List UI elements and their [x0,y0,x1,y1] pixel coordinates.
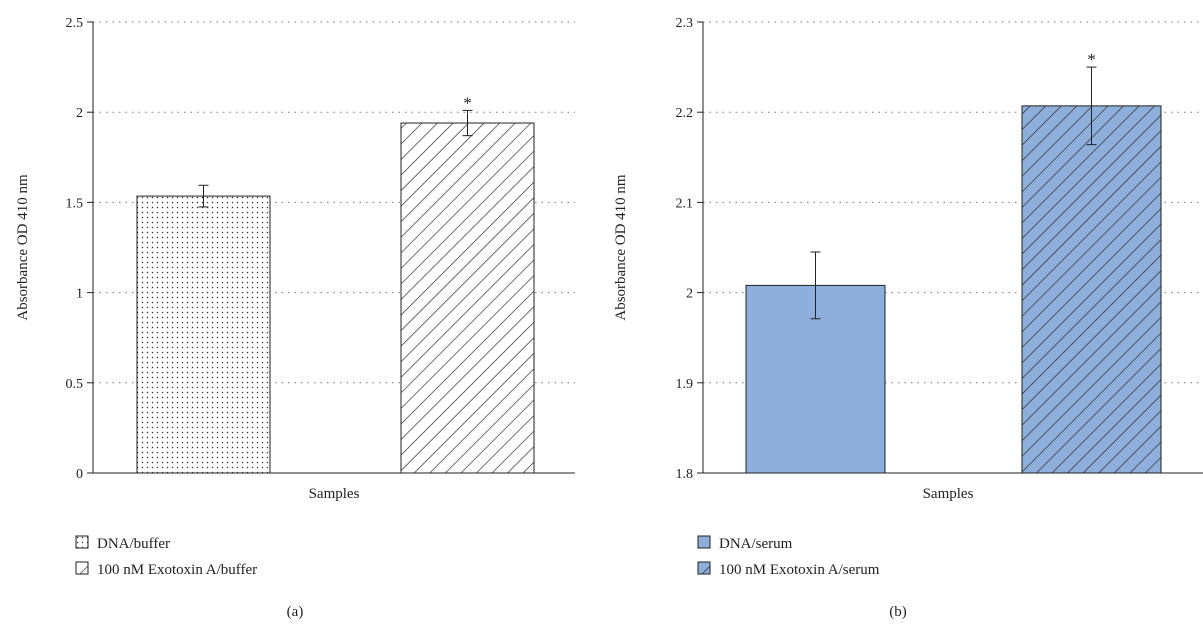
panel-a-y-tick-label: 1.5 [66,196,84,211]
panel-a-chart: 0 0.5 1 1.5 2 2.5 * Absorbance OD 410 nm Samples… [15,16,575,620]
panel-a-legend-label-2: 100 nM Exotoxin A/buffer [97,562,257,578]
panel-b-y-tick-label: 2.3 [676,16,694,31]
panel-b-y-tick-label: 2.1 [676,196,694,211]
panel-a-y-tick-label: 0.5 [66,377,84,392]
panel-a-bar-2 [400,122,535,474]
panel-a-legend-swatch-1 [75,535,89,549]
panel-b-x-axis-label: Samples [923,486,974,502]
panel-a-legend-label-1: DNA/buffer [97,536,170,552]
panel-a-y-tick-label: 0 [76,467,83,482]
panel-b-legend-swatch-2 [697,561,711,575]
panel-b-legend-label-2: 100 nM Exotoxin A/serum [719,562,880,578]
panel-a-y-axis-label: Absorbance OD 410 nm [15,174,31,321]
panel-a-y-tick-label: 2 [76,106,83,121]
panel-a-bar-1 [136,195,271,474]
panel-a-y-tick-label: 1 [76,287,83,302]
panel-a-significance-marker: * [463,93,472,112]
panel-a-y-tick-label: 2.5 [66,16,84,31]
panel-b-y-tick-label: 2 [686,287,693,302]
panel-b-y-tick-label: 1.8 [676,467,694,482]
panel-b-chart: 1.8 1.9 2 2.1 2.2 2.3 * Absorbance OD 410 nm Sam… [613,16,1203,620]
panel-b-y-tick-label: 2.2 [676,106,694,121]
panel-b-legend-label-1: DNA/serum [719,536,793,552]
panel-b-y-axis-label: Absorbance OD 410 nm [613,174,629,321]
panel-a-caption: (a) [287,604,304,620]
panel-b-legend-swatch-1 [697,535,711,549]
panel-a-x-axis-label: Samples [309,486,360,502]
panel-b-significance-marker: * [1087,50,1096,69]
panel-b-bar-2 [1021,105,1162,474]
panel-a-legend-swatch-2 [75,561,89,575]
panel-b-y-tick-label: 1.9 [676,377,694,392]
panel-b-caption: (b) [889,604,907,620]
